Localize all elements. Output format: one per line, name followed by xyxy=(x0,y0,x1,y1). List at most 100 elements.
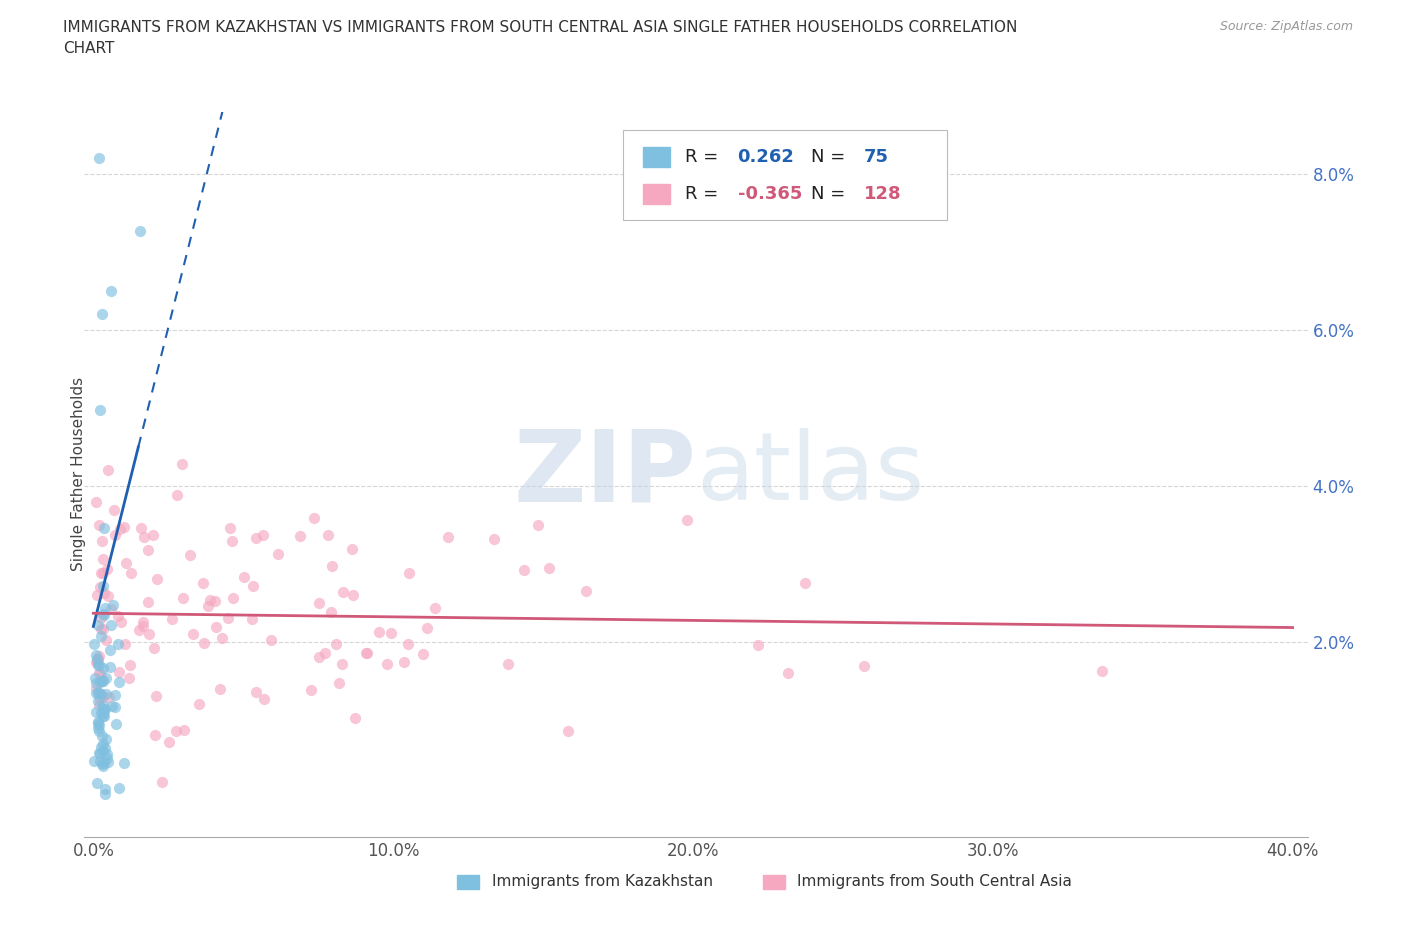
Point xyxy=(86,715,108,730)
Point xyxy=(86,494,108,509)
Point xyxy=(93,756,115,771)
Point xyxy=(97,463,120,478)
Point xyxy=(101,598,124,613)
Point xyxy=(89,754,111,769)
Point xyxy=(198,592,221,607)
Point xyxy=(83,753,105,768)
Point xyxy=(108,674,131,689)
Point xyxy=(112,755,135,770)
Point xyxy=(86,647,108,662)
Point xyxy=(100,284,122,299)
Point xyxy=(86,776,108,790)
Point xyxy=(138,542,160,557)
Point xyxy=(211,631,233,645)
Point xyxy=(94,732,117,747)
Point xyxy=(129,521,152,536)
Point xyxy=(332,585,354,600)
Point xyxy=(98,643,121,658)
Point xyxy=(91,552,114,567)
Bar xyxy=(644,184,671,205)
Point xyxy=(193,635,215,650)
Point xyxy=(89,666,111,681)
Point xyxy=(94,787,117,802)
Point xyxy=(245,530,267,545)
Point xyxy=(90,686,112,701)
Point xyxy=(89,674,111,689)
Point xyxy=(96,686,118,701)
Point xyxy=(87,618,110,632)
Point xyxy=(86,655,108,670)
Point xyxy=(107,609,129,624)
Point xyxy=(83,636,105,651)
Point xyxy=(86,651,108,666)
Point xyxy=(129,224,152,239)
Bar xyxy=(644,147,671,166)
Point xyxy=(100,602,122,617)
Point xyxy=(204,619,226,634)
Point xyxy=(143,641,166,656)
Point xyxy=(260,632,283,647)
Point xyxy=(527,517,550,532)
Point xyxy=(170,457,193,472)
Point xyxy=(86,655,108,670)
Point xyxy=(90,610,112,625)
Text: Source: ZipAtlas.com: Source: ZipAtlas.com xyxy=(1219,20,1353,33)
Point xyxy=(496,657,519,671)
Bar xyxy=(763,875,786,889)
Text: 128: 128 xyxy=(863,185,901,204)
Point xyxy=(197,599,219,614)
Point xyxy=(96,751,118,765)
Point xyxy=(118,671,141,685)
Point xyxy=(108,522,131,537)
Point xyxy=(778,665,800,680)
Point xyxy=(396,637,419,652)
Text: IMMIGRANTS FROM KAZAKHSTAN VS IMMIGRANTS FROM SOUTH CENTRAL ASIA SINGLE FATHER H: IMMIGRANTS FROM KAZAKHSTAN VS IMMIGRANTS… xyxy=(63,20,1018,35)
Point xyxy=(91,709,114,724)
Point xyxy=(91,756,114,771)
Point xyxy=(94,740,117,755)
Point xyxy=(87,686,110,701)
Point xyxy=(93,586,115,601)
Point xyxy=(172,591,194,606)
Point xyxy=(342,587,364,602)
Point xyxy=(423,601,446,616)
Point xyxy=(325,637,347,652)
Point xyxy=(96,747,118,762)
Point xyxy=(344,711,367,725)
Point xyxy=(91,698,114,712)
Point xyxy=(108,780,131,795)
Text: 0.262: 0.262 xyxy=(738,148,794,166)
Point xyxy=(89,685,111,700)
Point xyxy=(392,655,415,670)
Point xyxy=(173,723,195,737)
Point xyxy=(240,612,263,627)
Y-axis label: Single Father Households: Single Father Households xyxy=(72,378,86,571)
Point xyxy=(299,683,322,698)
Point xyxy=(89,666,111,681)
Point xyxy=(747,637,769,652)
Point xyxy=(675,512,697,527)
Point xyxy=(87,652,110,667)
Point xyxy=(412,646,434,661)
Text: R =: R = xyxy=(685,148,724,166)
Point xyxy=(89,692,111,707)
Point xyxy=(91,307,114,322)
Point xyxy=(91,565,114,580)
Point xyxy=(482,531,505,546)
Point xyxy=(91,660,114,675)
Point xyxy=(252,692,274,707)
Point xyxy=(91,706,114,721)
Bar xyxy=(457,875,479,889)
Point xyxy=(91,533,114,548)
Point xyxy=(87,658,110,672)
Point xyxy=(204,594,226,609)
Point xyxy=(100,659,122,674)
Point xyxy=(302,511,325,525)
Point xyxy=(91,606,114,621)
Point xyxy=(340,541,363,556)
Text: Immigrants from Kazakhstan: Immigrants from Kazakhstan xyxy=(492,874,713,889)
Text: R =: R = xyxy=(685,185,724,204)
Point xyxy=(108,665,131,680)
Point xyxy=(115,555,138,570)
Point xyxy=(87,658,110,672)
